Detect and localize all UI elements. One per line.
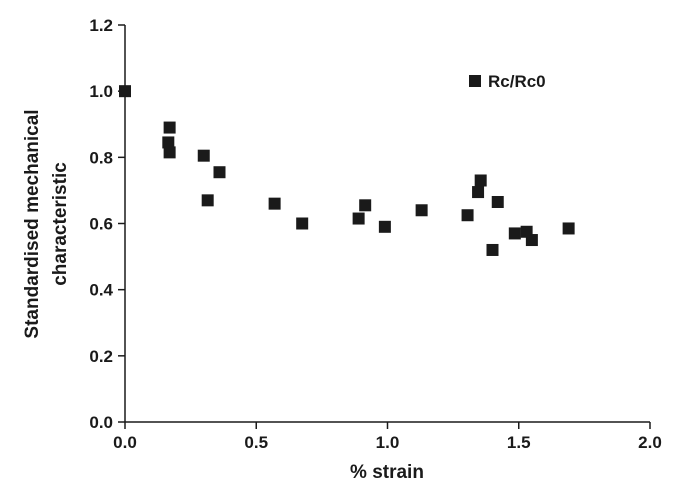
legend-marker [469, 75, 481, 87]
y-tick-label: 1.2 [89, 16, 113, 35]
x-axis-title: % strain [350, 462, 424, 483]
x-tick-label: 1.0 [376, 433, 400, 452]
data-point [508, 227, 521, 240]
data-points [119, 85, 575, 256]
data-point [491, 195, 504, 208]
data-point [486, 243, 499, 256]
data-point [119, 85, 131, 98]
data-point [461, 209, 474, 222]
y-axis-title: Standardised mechanical characteristic [22, 109, 71, 338]
y-tick-label: 0.6 [89, 215, 113, 234]
y-tick-label: 0.4 [89, 281, 113, 300]
x-axis-ticks: 0.0 0.5 1.0 1.5 2.0 [113, 422, 662, 452]
x-tick-label: 0.5 [244, 433, 268, 452]
y-tick-label: 0.2 [89, 347, 113, 366]
data-point [162, 136, 175, 149]
data-point [213, 166, 226, 179]
y-tick-label: 1.0 [89, 82, 113, 101]
data-point [197, 149, 210, 162]
y-tick-label: 0.0 [89, 413, 113, 432]
data-point [472, 186, 485, 199]
data-point [525, 234, 538, 247]
x-tick-label: 1.5 [507, 433, 531, 452]
data-point [163, 146, 176, 159]
data-point [352, 212, 365, 225]
x-tick-label: 0.0 [113, 433, 137, 452]
data-point [474, 174, 487, 187]
y-axis-title-line-1: Standardised mechanical [22, 109, 43, 338]
data-point [163, 121, 176, 134]
x-tick-label: 2.0 [638, 433, 662, 452]
data-point [296, 217, 309, 230]
legend: Rc/Rc0 [469, 72, 546, 91]
data-point [268, 197, 281, 210]
data-point [415, 204, 428, 217]
y-axis-title-line-2: characteristic [50, 162, 71, 286]
y-tick-label: 0.8 [89, 148, 113, 167]
data-point [359, 199, 372, 212]
legend-label: Rc/Rc0 [488, 72, 546, 91]
data-point [378, 220, 391, 233]
data-point [201, 194, 214, 207]
y-axis-ticks: 0.0 0.2 0.4 0.6 0.8 1.0 1.2 [89, 16, 125, 432]
data-point [562, 222, 575, 235]
